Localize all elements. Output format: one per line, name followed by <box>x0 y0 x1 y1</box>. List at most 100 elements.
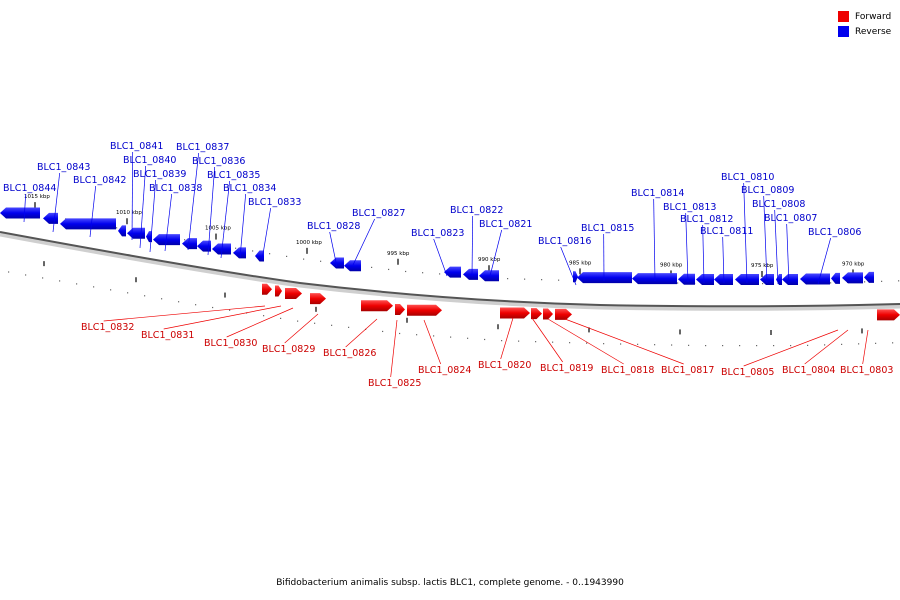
reverse-gene-arrow[interactable] <box>776 274 782 285</box>
reverse-gene-label[interactable]: BLC1_0836 <box>192 156 245 167</box>
forward-gene-arrow[interactable] <box>531 308 542 320</box>
reverse-gene-arrow[interactable] <box>782 274 798 285</box>
gene-label-leader-reverse <box>433 238 448 277</box>
reverse-gene-arrow[interactable] <box>831 272 840 284</box>
reverse-gene-arrow[interactable] <box>118 225 126 237</box>
forward-gene-arrow[interactable] <box>407 304 442 316</box>
reverse-gene-arrow[interactable] <box>444 266 461 278</box>
forward-gene-label[interactable]: BLC1_0825 <box>368 378 421 389</box>
reverse-gene-label[interactable]: BLC1_0839 <box>133 169 186 180</box>
reverse-gene-arrow[interactable] <box>463 268 478 280</box>
minor-tick-dot <box>688 344 690 346</box>
forward-gene-arrow[interactable] <box>310 293 326 305</box>
reverse-gene-label[interactable]: BLC1_0840 <box>123 155 176 166</box>
forward-gene-label[interactable]: BLC1_0804 <box>782 365 835 376</box>
reverse-gene-label[interactable]: BLC1_0823 <box>411 228 464 239</box>
reverse-gene-label[interactable]: BLC1_0837 <box>176 142 229 153</box>
reverse-gene-arrow[interactable] <box>255 250 264 262</box>
reverse-gene-arrow[interactable] <box>864 271 874 283</box>
reverse-gene-arrow[interactable] <box>60 218 116 230</box>
reverse-gene-arrow[interactable] <box>330 257 344 269</box>
minor-tick-dot <box>739 345 741 347</box>
forward-gene-arrow[interactable] <box>555 308 572 320</box>
reverse-gene-label[interactable]: BLC1_0811 <box>700 226 753 237</box>
gene-label-leader-forward <box>423 319 442 365</box>
reverse-gene-arrow[interactable] <box>842 272 863 284</box>
forward-gene-arrow[interactable] <box>285 287 302 299</box>
reverse-gene-arrow[interactable] <box>43 212 58 224</box>
reverse-gene-arrow[interactable] <box>344 260 361 272</box>
forward-gene-label[interactable]: BLC1_0805 <box>721 367 774 378</box>
gene-label-leader-reverse <box>489 229 503 277</box>
reverse-gene-label[interactable]: BLC1_0828 <box>307 221 360 232</box>
reverse-gene-label[interactable]: BLC1_0822 <box>450 205 503 216</box>
forward-gene-label[interactable]: BLC1_0803 <box>840 365 893 376</box>
reverse-gene-arrow[interactable] <box>696 274 714 285</box>
forward-gene-arrow[interactable] <box>543 308 553 320</box>
reverse-gene-label[interactable]: BLC1_0816 <box>538 236 591 247</box>
reverse-gene-label[interactable]: BLC1_0827 <box>352 208 405 219</box>
reverse-gene-arrow[interactable] <box>212 243 231 255</box>
forward-gene-arrow[interactable] <box>395 304 405 315</box>
reverse-gene-label[interactable]: BLC1_0838 <box>149 183 202 194</box>
forward-gene-arrow[interactable] <box>361 300 393 312</box>
forward-gene-label[interactable]: BLC1_0829 <box>262 344 315 355</box>
forward-gene-arrow[interactable] <box>877 309 900 321</box>
reverse-gene-label[interactable]: BLC1_0842 <box>73 175 126 186</box>
reverse-gene-label[interactable]: BLC1_0808 <box>752 199 805 210</box>
forward-gene-arrow[interactable] <box>262 283 272 295</box>
reverse-gene-arrow[interactable] <box>0 207 40 219</box>
reverse-gene-label[interactable]: BLC1_0807 <box>764 213 817 224</box>
reverse-gene-label[interactable]: BLC1_0815 <box>581 223 634 234</box>
reverse-gene-arrow[interactable] <box>632 273 677 285</box>
reverse-gene-label[interactable]: BLC1_0809 <box>741 185 794 196</box>
genome-backbone-shadow <box>0 231 900 311</box>
reverse-gene-arrow[interactable] <box>573 271 578 283</box>
reverse-gene-arrow[interactable] <box>233 247 246 259</box>
forward-gene-label[interactable]: BLC1_0818 <box>601 365 654 376</box>
forward-gene-label[interactable]: BLC1_0824 <box>418 365 471 376</box>
forward-gene-label[interactable]: BLC1_0817 <box>661 365 714 376</box>
reverse-gene-label[interactable]: BLC1_0841 <box>110 141 163 152</box>
legend: Forward Reverse <box>838 9 898 39</box>
reverse-gene-label[interactable]: BLC1_0806 <box>808 227 861 238</box>
minor-tick-dot <box>439 273 441 275</box>
reverse-gene-arrow[interactable] <box>479 270 499 282</box>
forward-gene-label[interactable]: BLC1_0819 <box>540 363 593 374</box>
reverse-gene-label[interactable]: BLC1_0844 <box>3 183 56 194</box>
reverse-gene-label[interactable]: BLC1_0821 <box>479 219 532 230</box>
forward-gene-label[interactable]: BLC1_0826 <box>323 348 376 359</box>
minor-tick-dot <box>507 278 509 280</box>
minor-tick-dot <box>892 342 894 344</box>
minor-tick-dot <box>807 344 809 346</box>
reverse-gene-arrow[interactable] <box>678 273 695 285</box>
forward-gene-label[interactable]: BLC1_0831 <box>141 330 194 341</box>
reverse-gene-label[interactable]: BLC1_0835 <box>207 170 260 181</box>
minor-tick-dot <box>320 260 322 262</box>
reverse-gene-arrow[interactable] <box>800 273 830 285</box>
reverse-gene-label[interactable]: BLC1_0833 <box>248 197 301 208</box>
reverse-gene-label[interactable]: BLC1_0810 <box>721 172 774 183</box>
reverse-gene-arrow[interactable] <box>146 231 152 243</box>
reverse-gene-label[interactable]: BLC1_0843 <box>37 162 90 173</box>
reverse-gene-arrow[interactable] <box>197 240 211 252</box>
reverse-gene-arrow[interactable] <box>577 272 632 284</box>
scale-tick-label: 995 kbp <box>387 251 410 257</box>
forward-gene-arrow[interactable] <box>275 285 282 297</box>
forward-gene-label[interactable]: BLC1_0830 <box>204 338 257 349</box>
reverse-gene-label[interactable]: BLC1_0813 <box>663 202 716 213</box>
forward-gene-arrow[interactable] <box>500 307 530 319</box>
gene-label-leader-forward <box>564 318 684 365</box>
gene-label-leader-forward <box>547 318 624 365</box>
reverse-gene-arrow[interactable] <box>714 274 733 285</box>
forward-gene-label[interactable]: BLC1_0820 <box>478 360 531 371</box>
reverse-gene-label[interactable]: BLC1_0812 <box>680 214 733 225</box>
forward-gene-label[interactable]: BLC1_0832 <box>81 322 134 333</box>
reverse-gene-arrow[interactable] <box>182 238 197 250</box>
scale-tick-label: 1015 kbp <box>24 194 50 200</box>
minor-tick-dot <box>705 345 707 347</box>
reverse-gene-label[interactable]: BLC1_0834 <box>223 183 276 194</box>
reverse-gene-label[interactable]: BLC1_0814 <box>631 188 684 199</box>
reverse-gene-arrow[interactable] <box>127 227 145 239</box>
minor-tick-dot <box>654 344 656 346</box>
